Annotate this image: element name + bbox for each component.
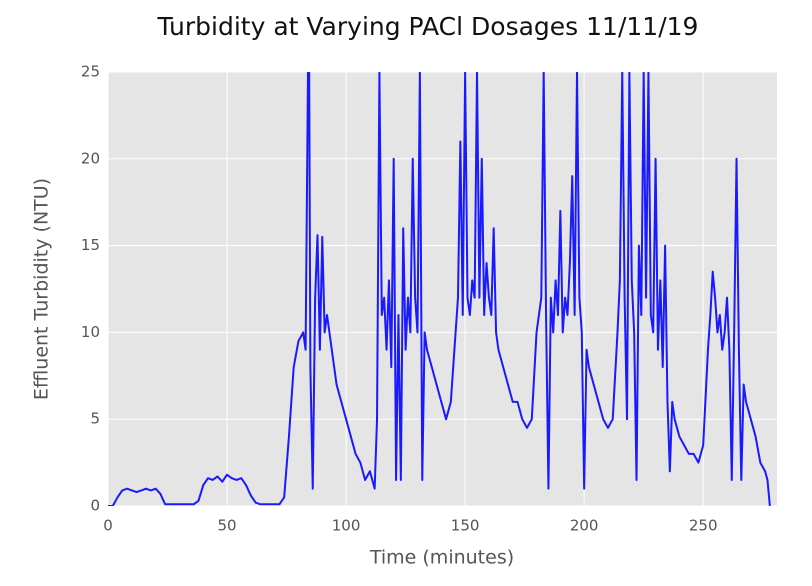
x-tick-label: 50 (217, 517, 236, 535)
y-tick-label: 0 (90, 497, 100, 515)
x-tick-label: 150 (451, 517, 480, 535)
y-tick-label: 20 (81, 149, 100, 167)
y-tick-label: 5 (90, 410, 100, 428)
x-axis-label: Time (minutes) (369, 547, 514, 569)
x-tick-label: 200 (570, 517, 599, 535)
y-tick-label: 25 (81, 63, 100, 81)
x-tick-label: 0 (103, 517, 113, 535)
y-tick-label: 10 (81, 323, 100, 341)
y-axis-label: Effluent Turbidity (NTU) (31, 178, 53, 400)
data-line (108, 72, 771, 506)
chart-title: Turbidity at Varying PACl Dosages 11/11/… (157, 12, 699, 41)
y-tick-label: 15 (81, 236, 100, 254)
marks (108, 72, 771, 506)
x-tick-label: 100 (332, 517, 361, 535)
plot-area (108, 72, 777, 506)
x-tick-label: 250 (689, 517, 718, 535)
